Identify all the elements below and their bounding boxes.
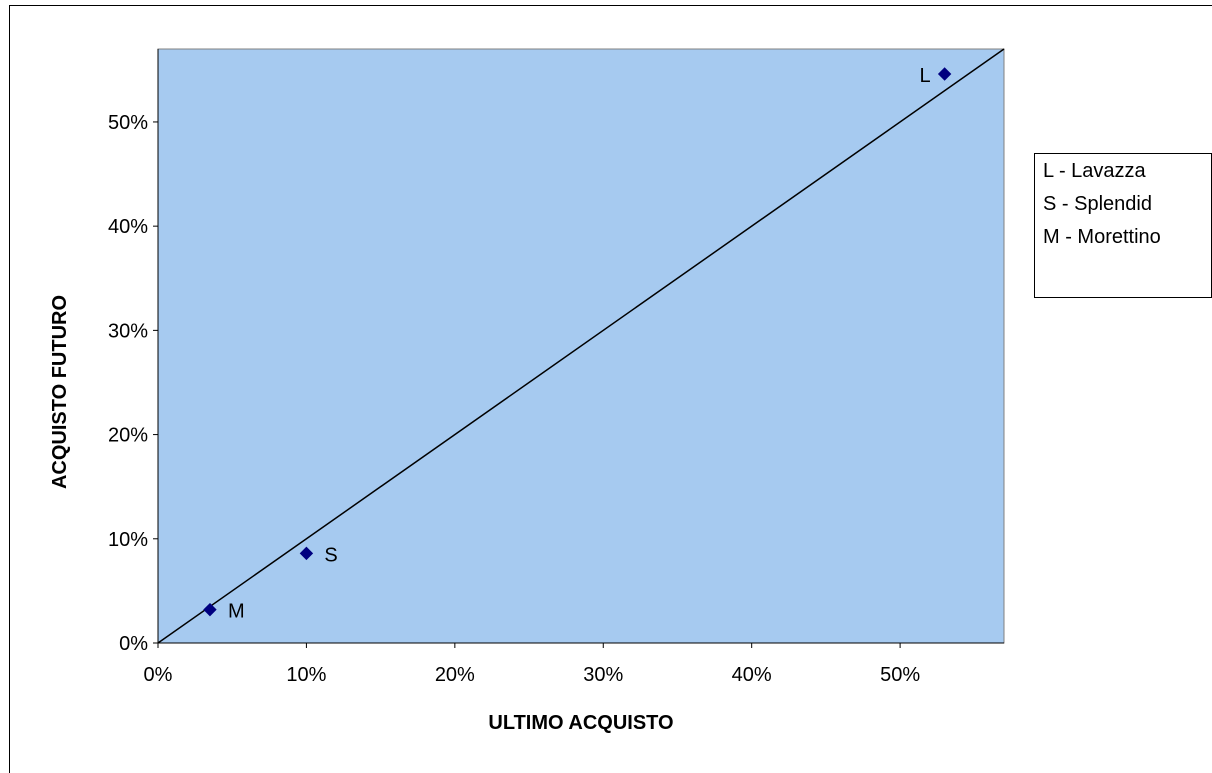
y-axis-title: ACQUISTO FUTURO bbox=[49, 294, 71, 490]
point-marker-m bbox=[203, 602, 217, 617]
legend: L - Lavazza S - Splendid M - Morettino bbox=[1034, 153, 1212, 298]
x-tick-label: 50% bbox=[880, 664, 920, 686]
x-tick-label: 20% bbox=[435, 664, 475, 686]
point-marker-s bbox=[299, 546, 314, 561]
y-tick-label: 40% bbox=[108, 216, 148, 238]
x-tick-label: 10% bbox=[286, 664, 326, 686]
axes bbox=[157, 49, 1004, 644]
legend-item-morettino: M - Morettino bbox=[1043, 226, 1161, 248]
point-label-l: L bbox=[920, 65, 931, 87]
legend-item-splendid: S - Splendid bbox=[1043, 193, 1152, 215]
chart-frame bbox=[9, 5, 1212, 773]
x-axis-title: ULTIMO ACQUISTO bbox=[488, 712, 674, 734]
point-label-s: S bbox=[324, 544, 337, 566]
y-tick-label: 50% bbox=[108, 112, 148, 134]
legend-item-lavazza: L - Lavazza bbox=[1043, 160, 1146, 182]
x-tick-label: 30% bbox=[583, 664, 623, 686]
x-tick-label: 0% bbox=[144, 664, 173, 686]
y-tick-label: 0% bbox=[119, 633, 148, 655]
ticks: 0% 10% 20% 30% 40% 50% 0% 10% 20% 30% 40% 50% bbox=[108, 112, 920, 686]
y-tick-label: 10% bbox=[108, 529, 148, 551]
data-points: L S M bbox=[203, 65, 952, 623]
y-tick-label: 30% bbox=[108, 320, 148, 342]
y-tick-label: 20% bbox=[108, 425, 148, 447]
point-label-m: M bbox=[228, 601, 245, 623]
point-marker-l bbox=[937, 67, 952, 81]
x-tick-label: 40% bbox=[732, 664, 772, 686]
reference-diagonal-line bbox=[157, 48, 1005, 644]
